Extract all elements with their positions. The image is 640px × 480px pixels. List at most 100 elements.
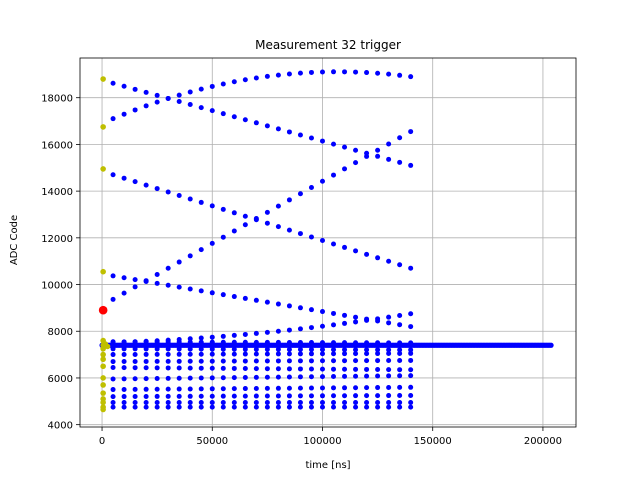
data-points <box>98 69 554 413</box>
data-point <box>375 351 381 357</box>
data-point <box>220 393 226 399</box>
data-point <box>364 153 370 159</box>
data-point <box>408 384 414 390</box>
data-point <box>386 347 392 353</box>
data-point <box>275 374 281 380</box>
data-point <box>253 297 259 303</box>
data-point <box>220 81 226 87</box>
data-point <box>275 358 281 364</box>
data-point <box>143 386 149 392</box>
data-point <box>187 102 193 108</box>
data-point <box>286 393 292 399</box>
data-point <box>110 394 116 400</box>
initial-point <box>100 345 106 352</box>
data-point <box>308 404 314 410</box>
data-point <box>364 393 370 399</box>
data-point <box>342 144 348 150</box>
data-point <box>132 351 138 357</box>
data-point <box>353 393 359 399</box>
data-point <box>198 358 204 364</box>
data-point <box>375 373 381 379</box>
data-point <box>297 70 303 76</box>
data-point <box>308 347 314 353</box>
initial-point <box>100 399 106 406</box>
data-point <box>176 92 182 98</box>
x-tick-label: 200000 <box>524 436 562 447</box>
data-point <box>297 191 303 197</box>
x-tick-label: 0 <box>99 436 105 447</box>
data-point <box>110 404 116 410</box>
data-point <box>231 404 237 410</box>
data-point <box>242 117 248 123</box>
data-point <box>165 265 171 271</box>
data-point <box>154 365 160 371</box>
data-point <box>331 373 337 379</box>
data-point <box>220 365 226 371</box>
data-point <box>154 92 160 98</box>
initial-point <box>104 343 111 350</box>
data-point <box>275 385 281 391</box>
data-point <box>408 367 414 373</box>
data-point <box>275 126 281 132</box>
data-point <box>220 358 226 364</box>
data-point <box>253 330 259 336</box>
data-point <box>198 386 204 392</box>
data-point <box>286 404 292 410</box>
data-point <box>342 373 348 379</box>
data-point <box>408 74 414 80</box>
data-point <box>154 404 160 410</box>
data-point <box>264 329 270 335</box>
data-point <box>275 346 281 352</box>
data-point <box>308 358 314 364</box>
data-point <box>198 346 204 352</box>
data-point <box>110 365 116 371</box>
data-point <box>198 393 204 399</box>
data-point <box>231 346 237 352</box>
data-point <box>386 320 392 326</box>
data-point <box>308 351 314 357</box>
data-point <box>286 197 292 203</box>
data-point <box>176 386 182 392</box>
data-point <box>176 393 182 399</box>
data-point <box>187 375 193 381</box>
data-point <box>319 178 325 184</box>
data-point <box>286 351 292 357</box>
data-point <box>408 265 414 271</box>
data-point <box>375 153 381 159</box>
data-point <box>286 399 292 405</box>
y-tick-label: 4000 <box>48 421 73 432</box>
data-point <box>297 366 303 372</box>
data-point <box>386 141 392 147</box>
data-point <box>176 284 182 290</box>
data-point <box>187 351 193 357</box>
data-point <box>220 375 226 381</box>
data-point <box>319 323 325 329</box>
x-tick-label: 150000 <box>414 436 452 447</box>
data-point <box>353 69 359 75</box>
data-point <box>154 186 160 192</box>
data-point <box>209 334 215 340</box>
data-point <box>319 237 325 243</box>
data-point <box>386 258 392 264</box>
data-point <box>375 367 381 373</box>
data-point <box>275 366 281 372</box>
data-point <box>319 69 325 75</box>
data-point <box>264 366 270 372</box>
data-point <box>176 351 182 357</box>
data-point <box>331 69 337 75</box>
data-point <box>242 366 248 372</box>
data-point <box>242 374 248 380</box>
initial-point <box>100 124 106 130</box>
data-point <box>231 351 237 357</box>
data-point <box>275 224 281 230</box>
data-point <box>308 393 314 399</box>
data-point <box>242 295 248 301</box>
data-point <box>132 404 138 410</box>
data-point <box>110 116 116 122</box>
initial-point <box>100 76 106 82</box>
data-point <box>165 96 171 102</box>
data-point <box>264 123 270 129</box>
initial-point <box>100 166 106 172</box>
data-point <box>342 393 348 399</box>
data-point <box>364 358 370 364</box>
